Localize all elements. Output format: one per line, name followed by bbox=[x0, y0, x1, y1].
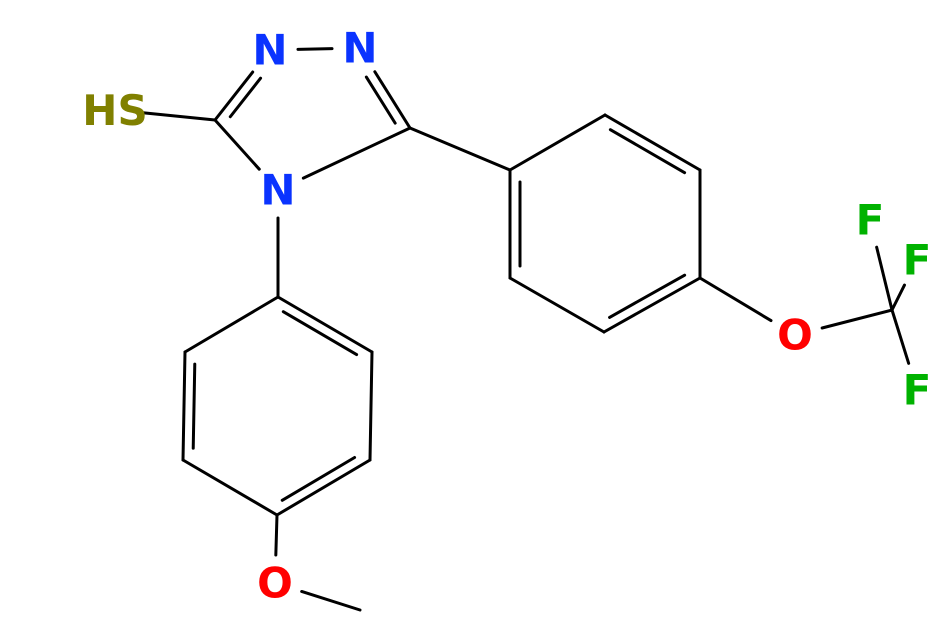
molecule-diagram: NNNHSOFFFO bbox=[0, 0, 938, 639]
atom-N2: N bbox=[342, 24, 377, 73]
atom-O24: O bbox=[257, 559, 293, 608]
atom-S6: HS bbox=[82, 86, 147, 135]
atoms-group: NNNHSOFFFO bbox=[82, 24, 931, 608]
atom-F15: F bbox=[856, 196, 885, 245]
atom-O13: O bbox=[777, 311, 813, 360]
atom-F16: F bbox=[903, 236, 932, 285]
atom-N1: N bbox=[252, 26, 287, 75]
atom-N4: N bbox=[260, 166, 295, 215]
atom-F17: F bbox=[903, 366, 932, 415]
